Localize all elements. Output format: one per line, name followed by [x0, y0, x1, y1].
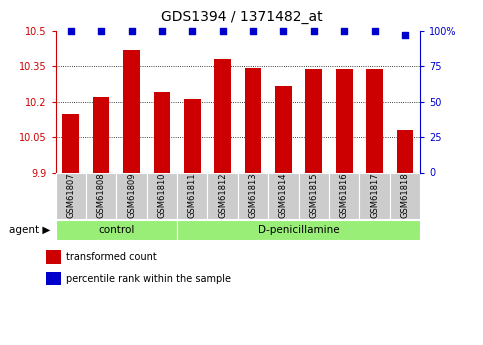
Bar	[208, 173, 238, 219]
Text: percentile rank within the sample: percentile rank within the sample	[67, 274, 231, 284]
Text: GSM61808: GSM61808	[97, 172, 106, 218]
Bar	[184, 99, 200, 172]
Point	[401, 32, 409, 38]
Text: GSM61810: GSM61810	[157, 172, 167, 218]
Bar	[177, 173, 208, 219]
Bar	[123, 50, 140, 172]
Bar	[46, 250, 61, 264]
Point	[341, 28, 348, 34]
Text: GSM61815: GSM61815	[309, 172, 318, 218]
Text: GSM61818: GSM61818	[400, 172, 410, 218]
Text: GSM61816: GSM61816	[340, 172, 349, 218]
Bar	[56, 173, 86, 219]
Text: GSM61813: GSM61813	[249, 172, 257, 218]
Text: GSM61807: GSM61807	[66, 172, 75, 218]
Point	[128, 28, 135, 34]
Bar	[56, 220, 177, 240]
Bar	[147, 173, 177, 219]
Text: GSM61812: GSM61812	[218, 172, 227, 218]
Point	[280, 28, 287, 34]
Bar	[86, 173, 116, 219]
Bar	[298, 173, 329, 219]
Bar	[177, 220, 420, 240]
Text: GSM61817: GSM61817	[370, 172, 379, 218]
Bar	[154, 92, 170, 172]
Point	[310, 28, 318, 34]
Bar	[359, 173, 390, 219]
Bar	[93, 97, 110, 172]
Point	[158, 28, 166, 34]
Text: GSM61811: GSM61811	[188, 172, 197, 218]
Bar	[62, 114, 79, 172]
Text: GDS1394 / 1371482_at: GDS1394 / 1371482_at	[161, 10, 322, 24]
Bar	[366, 69, 383, 172]
Text: GSM61814: GSM61814	[279, 172, 288, 218]
Point	[188, 28, 196, 34]
Bar	[268, 173, 298, 219]
Bar	[245, 68, 261, 172]
Bar	[397, 130, 413, 172]
Bar	[275, 87, 292, 172]
Point	[67, 28, 74, 34]
Bar	[336, 69, 353, 172]
Bar	[238, 173, 268, 219]
Text: D-penicillamine: D-penicillamine	[258, 225, 340, 235]
Bar	[305, 69, 322, 172]
Text: transformed count: transformed count	[67, 252, 157, 262]
Text: GSM61809: GSM61809	[127, 172, 136, 218]
Text: agent ▶: agent ▶	[9, 225, 51, 235]
Bar	[46, 272, 61, 285]
Bar	[329, 173, 359, 219]
Bar	[116, 173, 147, 219]
Point	[371, 28, 379, 34]
Bar	[390, 173, 420, 219]
Point	[97, 28, 105, 34]
Point	[249, 28, 257, 34]
Point	[219, 28, 227, 34]
Bar	[214, 59, 231, 172]
Text: control: control	[98, 225, 134, 235]
